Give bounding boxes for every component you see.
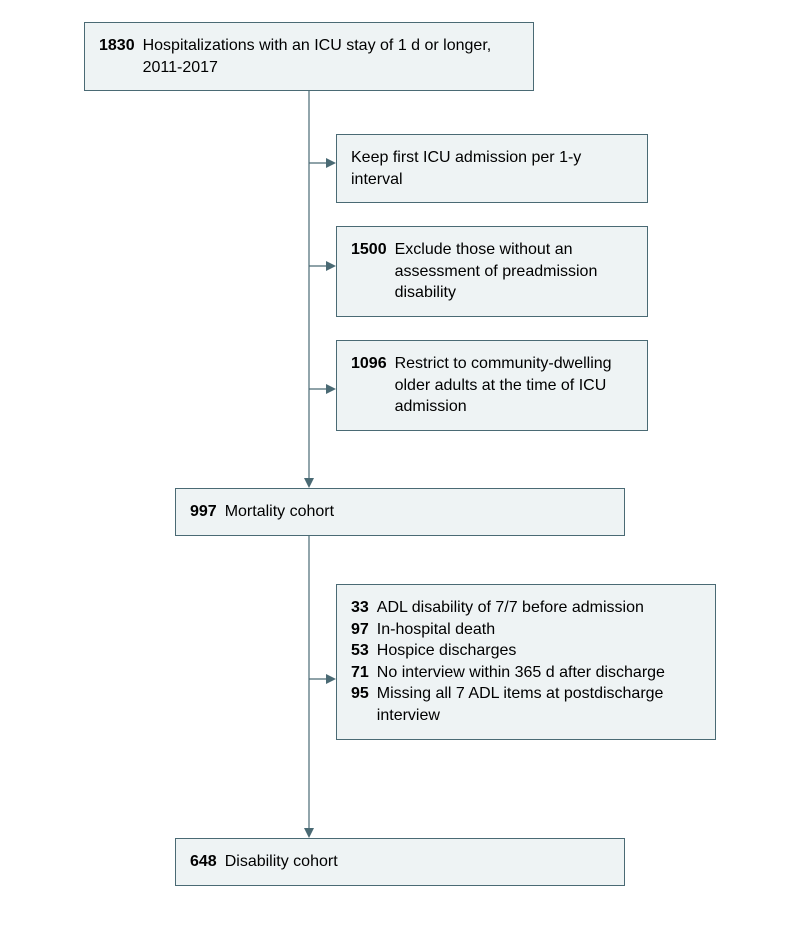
exclusion-count: 53 bbox=[351, 640, 377, 662]
exclusion-count: 71 bbox=[351, 662, 377, 684]
start-text: Hospitalizations with an ICU stay of 1 d… bbox=[143, 35, 519, 78]
start-count: 1830 bbox=[99, 35, 143, 78]
disability-text: Disability cohort bbox=[225, 851, 338, 873]
mortality-count: 997 bbox=[190, 501, 225, 523]
connector-branch-4 bbox=[309, 672, 336, 686]
filter2-text: Exclude those without an assessment of p… bbox=[395, 239, 633, 304]
filter2-count: 1500 bbox=[351, 239, 395, 304]
exclusion-row: 33 ADL disability of 7/7 before admissio… bbox=[351, 597, 701, 619]
exclusion-row: 95 Missing all 7 ADL items at postdischa… bbox=[351, 683, 701, 726]
exclusion-row: 53 Hospice discharges bbox=[351, 640, 701, 662]
box-disability: 648 Disability cohort bbox=[175, 838, 625, 886]
box-start: 1830 Hospitalizations with an ICU stay o… bbox=[84, 22, 534, 91]
exclusion-count: 95 bbox=[351, 683, 377, 726]
mortality-text: Mortality cohort bbox=[225, 501, 334, 523]
exclusions-table: 33 ADL disability of 7/7 before admissio… bbox=[351, 597, 701, 727]
exclusion-text: Missing all 7 ADL items at postdischarge… bbox=[377, 683, 701, 726]
filter3-text: Restrict to community-dwelling older adu… bbox=[395, 353, 633, 418]
exclusion-count: 97 bbox=[351, 619, 377, 641]
box-filter-1: Keep first ICU admission per 1-y interva… bbox=[336, 134, 648, 203]
box-exclusions: 33 ADL disability of 7/7 before admissio… bbox=[336, 584, 716, 740]
disability-count: 648 bbox=[190, 851, 225, 873]
box-mortality: 997 Mortality cohort bbox=[175, 488, 625, 536]
exclusion-text: ADL disability of 7/7 before admission bbox=[377, 597, 701, 619]
exclusion-row: 97 In-hospital death bbox=[351, 619, 701, 641]
filter3-count: 1096 bbox=[351, 353, 395, 418]
exclusion-count: 33 bbox=[351, 597, 377, 619]
exclusion-text: No interview within 365 d after discharg… bbox=[377, 662, 701, 684]
connector-branch-2 bbox=[309, 259, 336, 273]
connector-branch-1 bbox=[309, 156, 336, 170]
connector-branch-3 bbox=[309, 382, 336, 396]
connector-main-1 bbox=[300, 84, 318, 488]
exclusion-text: Hospice discharges bbox=[377, 640, 701, 662]
exclusion-row: 71 No interview within 365 d after disch… bbox=[351, 662, 701, 684]
exclusion-text: In-hospital death bbox=[377, 619, 701, 641]
box-filter-2: 1500 Exclude those without an assessment… bbox=[336, 226, 648, 317]
box-filter-3: 1096 Restrict to community-dwelling olde… bbox=[336, 340, 648, 431]
flowchart-canvas: 1830 Hospitalizations with an ICU stay o… bbox=[0, 0, 794, 927]
filter1-text: Keep first ICU admission per 1-y interva… bbox=[351, 149, 581, 188]
